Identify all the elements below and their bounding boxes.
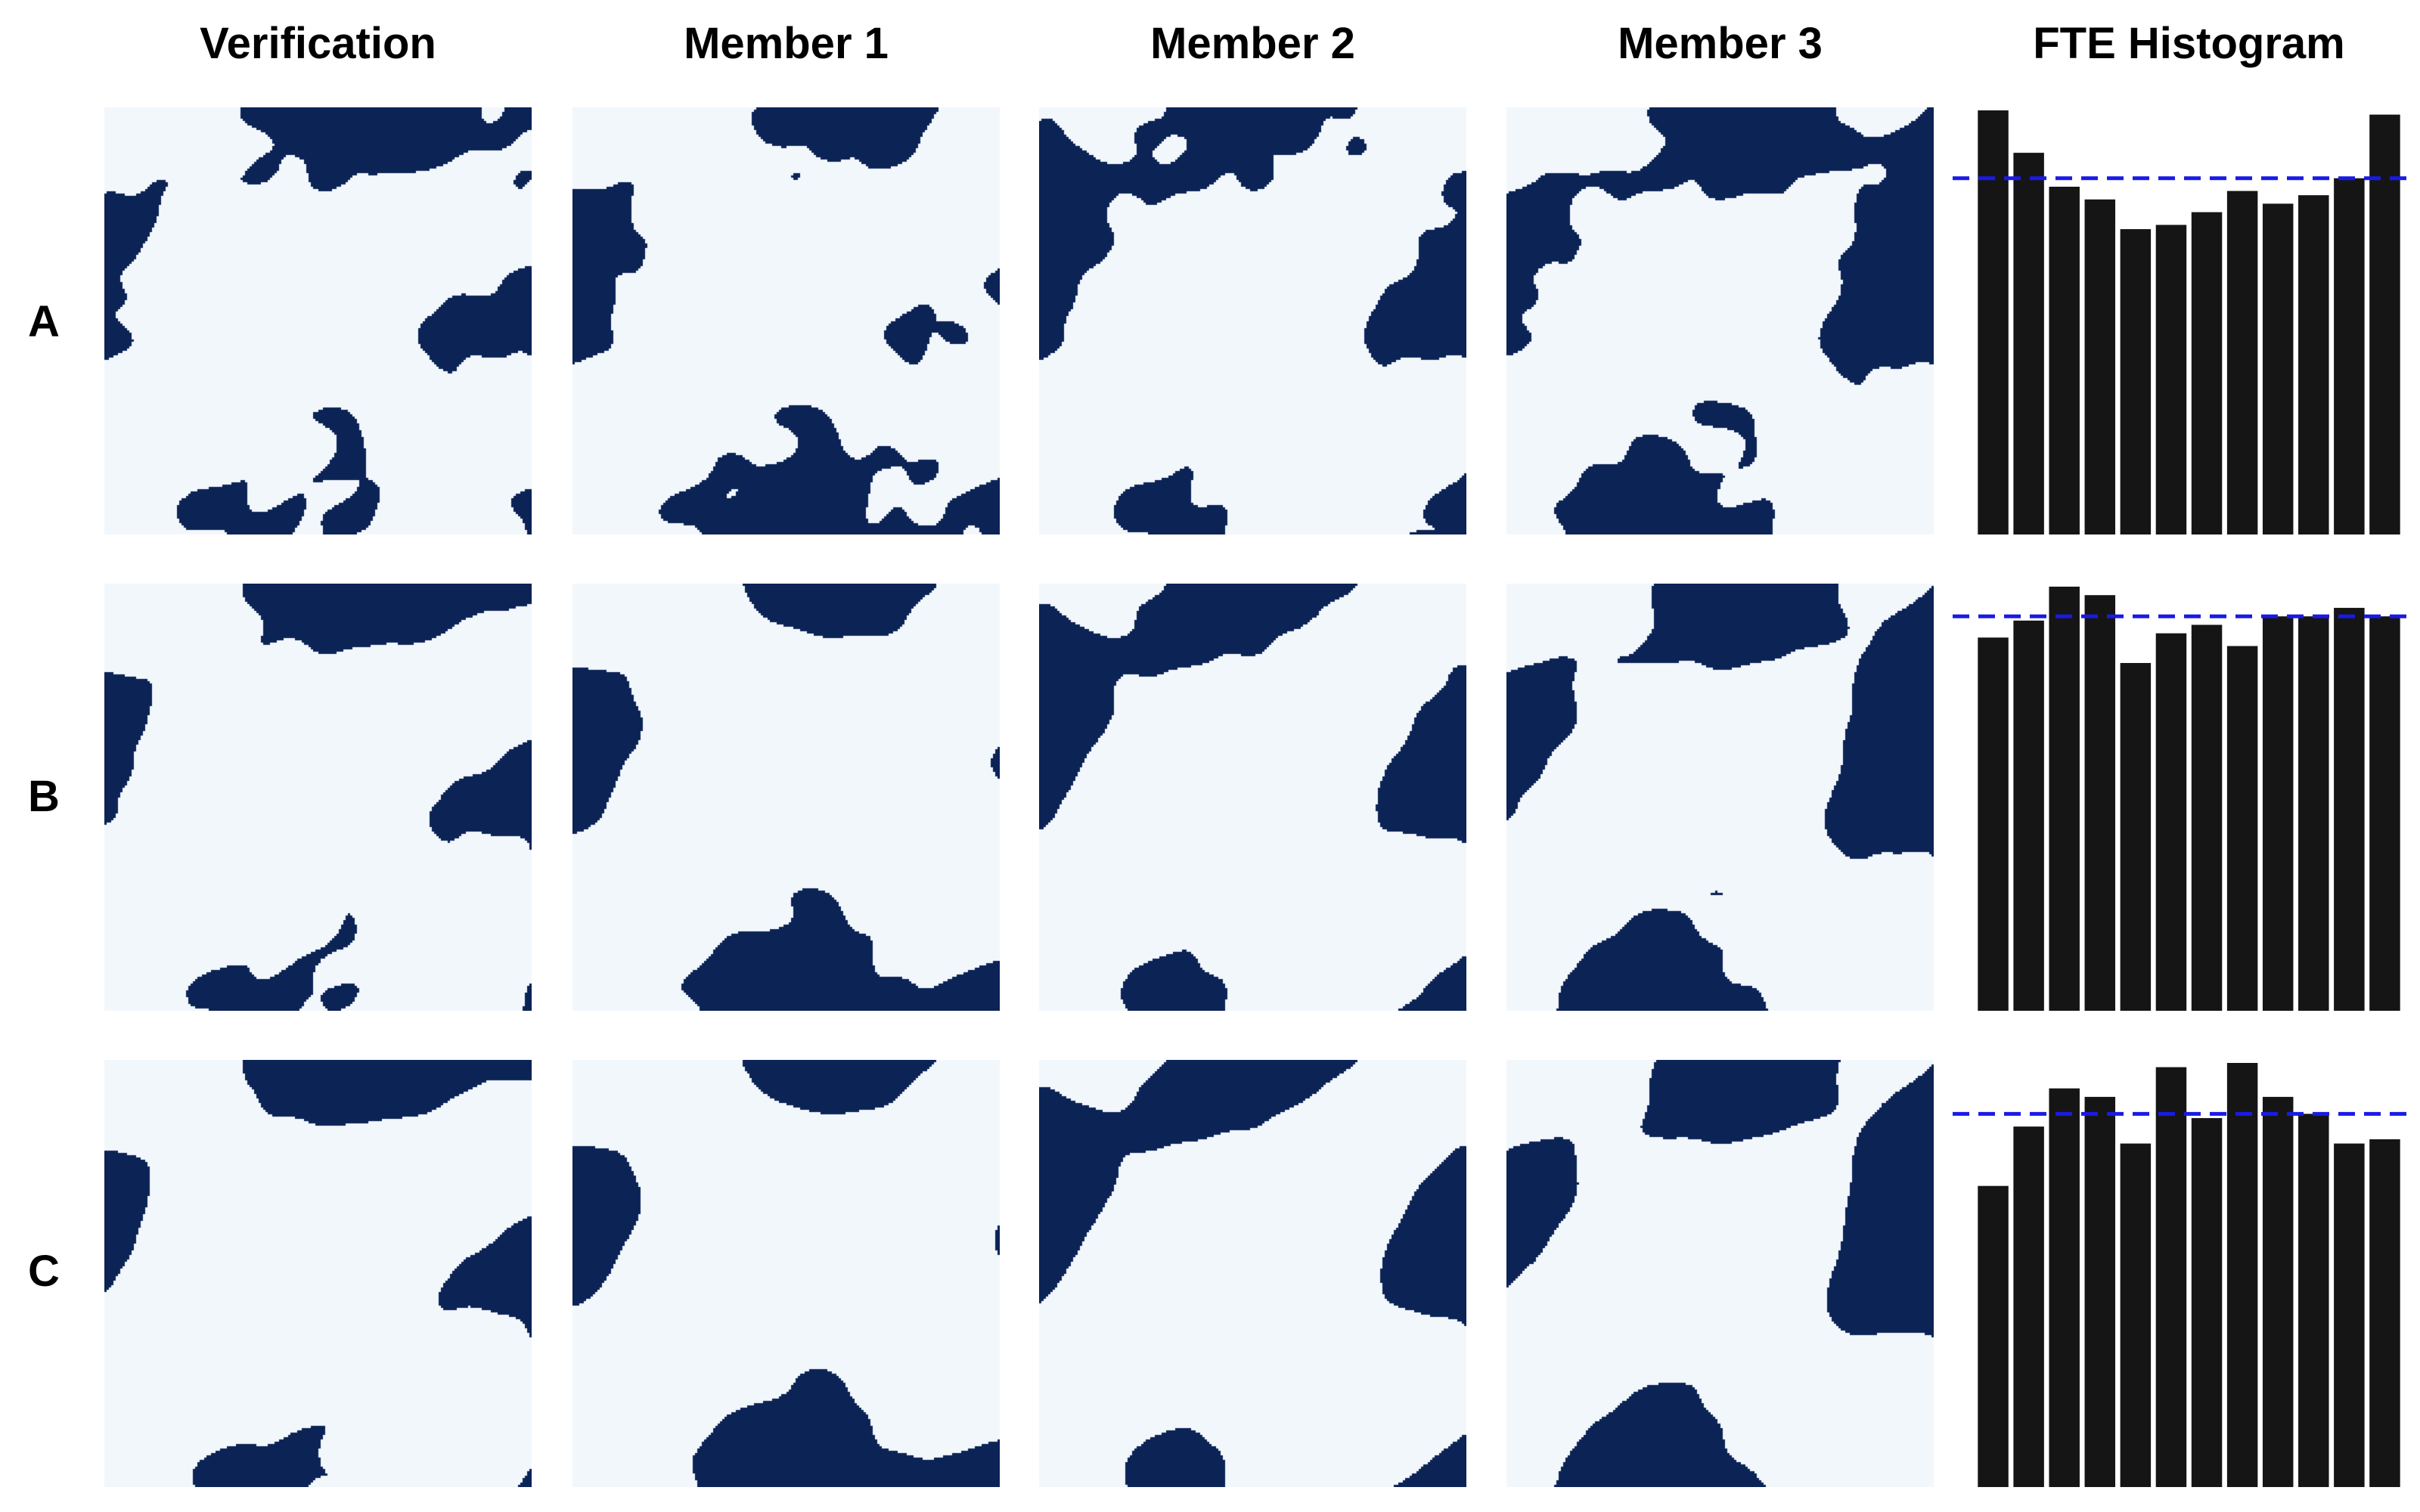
fte-bar-b-12 [2369, 616, 2400, 1011]
fte-bar-a-8 [2226, 191, 2258, 534]
fte-bar-b-10 [2298, 616, 2329, 1011]
fte-bar-a-1 [1978, 110, 2009, 534]
column-header-member-2: Member 2 [1150, 19, 1355, 68]
fte-bar-b-7 [2191, 624, 2223, 1011]
fte-bar-c-4 [2084, 1096, 2116, 1487]
fte-bar-a-6 [2155, 225, 2187, 534]
fte-bar-b-8 [2226, 646, 2258, 1011]
fte-bar-c-10 [2298, 1114, 2329, 1487]
fte-bar-b-6 [2155, 633, 2187, 1011]
fte-bar-b-1 [1978, 637, 2009, 1011]
field-panel-a-member-3 [1506, 107, 1934, 534]
field-panel-b-verification [104, 584, 532, 1011]
row-label-b: B [28, 772, 60, 821]
fte-bar-c-12 [2369, 1139, 2400, 1487]
field-panel-a-member-2 [1039, 107, 1466, 534]
fte-bar-b-2 [2013, 620, 2044, 1011]
fte-bar-a-5 [2120, 229, 2152, 534]
field-panel-a-verification [104, 107, 532, 534]
fte-bar-a-11 [2334, 178, 2365, 534]
fte-bar-b-9 [2262, 616, 2294, 1011]
field-panel-b-member-3 [1506, 584, 1934, 1011]
fte-histogram-a [1953, 110, 2414, 535]
fte-bar-a-10 [2298, 195, 2329, 534]
fte-bar-c-1 [1978, 1185, 2009, 1487]
fte-histogram-c [1953, 1063, 2414, 1487]
fte-bar-b-4 [2084, 595, 2116, 1011]
field-panel-a-member-1 [572, 107, 1000, 534]
fte-bar-b-11 [2334, 608, 2365, 1011]
fte-bar-a-12 [2369, 114, 2400, 535]
column-header-member-3: Member 3 [1618, 19, 1823, 68]
field-panel-c-member-1 [572, 1060, 1000, 1487]
field-panel-b-member-2 [1039, 584, 1466, 1011]
fte-bar-a-2 [2013, 153, 2044, 534]
column-header-verification: Verification [200, 19, 436, 68]
field-panel-b-member-1 [572, 584, 1000, 1011]
field-panel-c-member-2 [1039, 1060, 1466, 1487]
fte-bar-c-5 [2120, 1143, 2152, 1487]
fte-bar-a-3 [2049, 186, 2080, 534]
fte-bar-c-2 [2013, 1126, 2044, 1487]
fte-bar-c-3 [2049, 1088, 2080, 1487]
field-panel-c-verification [104, 1060, 532, 1487]
field-panel-c-member-3 [1506, 1060, 1934, 1487]
fte-bar-a-9 [2262, 203, 2294, 534]
fte-bar-c-6 [2155, 1067, 2187, 1487]
row-label-a: A [28, 297, 60, 346]
fte-bar-c-11 [2334, 1143, 2365, 1487]
fte-bar-c-8 [2226, 1063, 2258, 1487]
fte-bar-a-7 [2191, 212, 2223, 534]
fte-bar-a-4 [2084, 199, 2116, 534]
fte-bar-c-7 [2191, 1117, 2223, 1487]
fte-bar-b-3 [2049, 587, 2080, 1011]
column-header-fte-histogram: FTE Histogram [2033, 19, 2345, 68]
row-label-c: C [28, 1247, 60, 1296]
column-header-member-1: Member 1 [684, 19, 889, 68]
fte-histogram-b [1953, 587, 2414, 1011]
fte-bar-c-9 [2262, 1096, 2294, 1487]
fte-bar-b-5 [2120, 662, 2152, 1011]
